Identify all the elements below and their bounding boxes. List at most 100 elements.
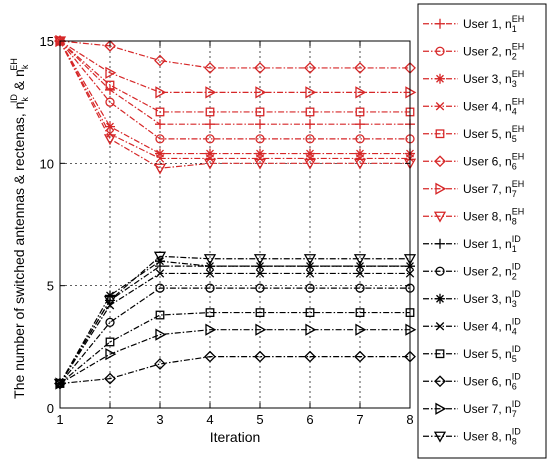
- marker-square: [355, 107, 365, 117]
- marker-x: [205, 269, 215, 278]
- y-axis-label-sub-2: k: [20, 64, 30, 69]
- legend-label: User 8, n8ID: [463, 426, 521, 446]
- legend-label-subscript: 5: [512, 134, 517, 144]
- legend-label-superscript: ID: [512, 371, 522, 381]
- marker-star: [355, 148, 365, 159]
- marker-triangle-down: [153, 251, 167, 263]
- marker-triangle-right: [305, 86, 317, 99]
- legend-label-symbol: n: [505, 127, 512, 141]
- marker-circle: [255, 283, 265, 293]
- marker-triangle-down: [303, 158, 317, 170]
- marker-diamond: [354, 350, 366, 363]
- marker-star: [305, 148, 315, 159]
- legend-label-user: User 2,: [463, 264, 505, 278]
- marker-x: [355, 269, 365, 278]
- marker-plus: [435, 238, 445, 249]
- marker-diamond: [104, 39, 116, 52]
- legend-item-eh-user-4: User 4, n4EH: [423, 96, 524, 116]
- marker-x: [255, 269, 265, 278]
- marker-triangle-right: [155, 86, 167, 99]
- legend-label-symbol: n: [505, 99, 512, 113]
- legend-label-superscript: EH: [512, 124, 525, 134]
- y-axis-label-amp: &: [11, 77, 27, 94]
- legend-item-id-user-5: User 5, n5ID: [423, 344, 521, 364]
- marker-x: [305, 154, 315, 163]
- marker-circle: [205, 283, 215, 293]
- marker-plus: [105, 84, 115, 95]
- series-line: [59, 40, 410, 169]
- marker-star: [435, 293, 445, 304]
- legend-label: User 8, n8EH: [463, 206, 524, 226]
- series-line: [59, 260, 410, 384]
- legend-label: User 2, n2ID: [463, 261, 521, 281]
- marker-triangle-down: [103, 295, 117, 307]
- legend-label-symbol: n: [505, 44, 512, 58]
- series-line: [59, 287, 410, 384]
- marker-x: [255, 154, 265, 163]
- legend-item-eh-user-7: User 7, n7EH: [423, 179, 524, 199]
- marker-x: [435, 322, 445, 331]
- legend-label-subscript: 2: [512, 271, 517, 281]
- x-tick-label: 8: [406, 412, 413, 427]
- legend-label-user: User 1,: [463, 17, 505, 31]
- legend-label-symbol: n: [505, 264, 512, 278]
- legend-label-user: User 3,: [463, 72, 505, 86]
- series-line: [59, 40, 410, 155]
- legend-label: User 6, n6ID: [463, 371, 521, 391]
- marker-square: [205, 107, 215, 117]
- marker-triangle-down: [433, 431, 447, 443]
- marker-diamond: [434, 375, 446, 388]
- marker-circle: [155, 134, 165, 144]
- legend-label-superscript: EH: [512, 41, 525, 51]
- legend-label-user: User 6,: [463, 374, 505, 388]
- legend-label-subscript: 3: [512, 299, 517, 309]
- marker-x: [155, 269, 165, 278]
- marker-star: [205, 148, 215, 159]
- marker-triangle-right: [305, 323, 317, 336]
- series-line: [59, 40, 410, 125]
- series-line: [59, 272, 410, 384]
- series-line: [59, 40, 410, 113]
- legend-label-symbol: n: [505, 347, 512, 361]
- marker-triangle-down: [253, 254, 267, 266]
- legend-label-user: User 6,: [463, 154, 505, 168]
- legend-label-superscript: ID: [512, 261, 522, 271]
- marker-diamond: [254, 61, 266, 74]
- legend-label-superscript: EH: [512, 179, 525, 189]
- marker-plus: [305, 119, 315, 130]
- marker-circle: [205, 134, 215, 144]
- marker-triangle-right: [255, 323, 267, 336]
- marker-x: [435, 102, 445, 111]
- y-axis-label-sup-2: EH: [9, 58, 19, 71]
- series-id-user-6: [54, 350, 416, 390]
- marker-triangle-down: [253, 158, 267, 170]
- legend-label-superscript: EH: [512, 151, 525, 161]
- marker-triangle-right: [155, 328, 167, 341]
- legend-label: User 4, n4EH: [463, 96, 524, 116]
- legend-label-symbol: n: [505, 319, 512, 333]
- marker-star: [205, 261, 215, 272]
- legend-item-id-user-7: User 7, n7ID: [423, 399, 521, 419]
- marker-circle: [305, 283, 315, 293]
- axis-ticks: 1 2 3 4 5 6 7 8 0 5 10 15: [40, 34, 414, 427]
- marker-circle: [105, 97, 115, 107]
- series-line: [59, 311, 410, 384]
- marker-circle: [105, 317, 115, 328]
- marker-plus: [355, 119, 365, 130]
- legend-label-subscript: 1: [512, 244, 517, 254]
- legend-label-subscript: 7: [512, 189, 517, 199]
- marker-circle: [435, 46, 445, 56]
- marker-square: [155, 107, 165, 117]
- marker-triangle-down: [303, 254, 317, 266]
- legend-label: User 4, n4ID: [463, 316, 521, 336]
- series-line: [59, 255, 410, 384]
- marker-triangle-down: [353, 158, 367, 170]
- marker-triangle-right: [105, 348, 117, 361]
- marker-triangle-right: [355, 86, 367, 99]
- series-line: [59, 329, 410, 385]
- x-tick-label: 4: [206, 412, 213, 427]
- y-axis-label-main: The number of switched antennas & recten…: [11, 109, 27, 399]
- legend-label-superscript: EH: [512, 69, 525, 79]
- legend-label: User 5, n5ID: [463, 344, 521, 364]
